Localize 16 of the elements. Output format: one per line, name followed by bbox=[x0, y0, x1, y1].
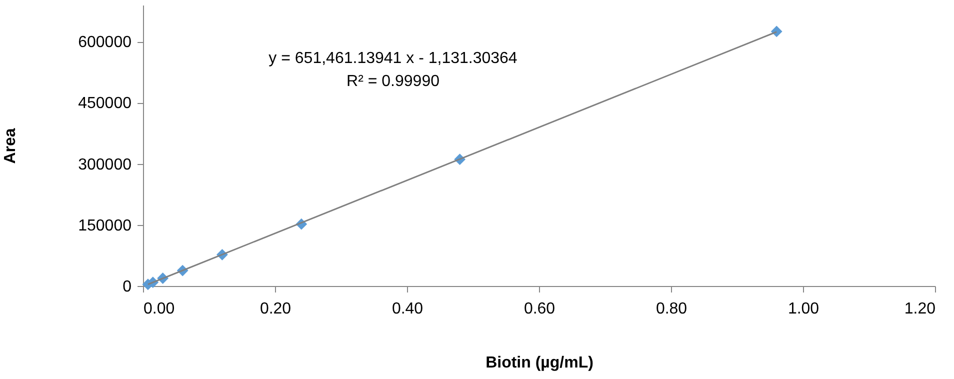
x-tick-label: 1.00 bbox=[788, 300, 820, 318]
annotation: y = 651,461.13941 x - 1,131.30364 bbox=[268, 50, 518, 67]
y-tick-label: 0 bbox=[122, 278, 132, 296]
annotation: R² = 0.99990 bbox=[346, 73, 440, 90]
x-tick-label: 0.40 bbox=[392, 300, 424, 318]
x-axis-title: Biotin (µg/mL) bbox=[486, 354, 594, 372]
x-tick-label: 1.20 bbox=[904, 300, 936, 318]
y-tick-label: 150000 bbox=[78, 217, 132, 234]
x-tick-label: 0.20 bbox=[260, 300, 292, 318]
x-tick-label: 0.80 bbox=[656, 300, 688, 318]
y-tick-label: 450000 bbox=[78, 95, 132, 112]
x-tick-label: 0.00 bbox=[144, 300, 175, 318]
y-axis-title: Area bbox=[2, 128, 20, 164]
y-tick-label: 600000 bbox=[78, 34, 132, 52]
y-tick-label: 300000 bbox=[78, 156, 132, 174]
x-tick-label: 0.60 bbox=[524, 300, 556, 318]
